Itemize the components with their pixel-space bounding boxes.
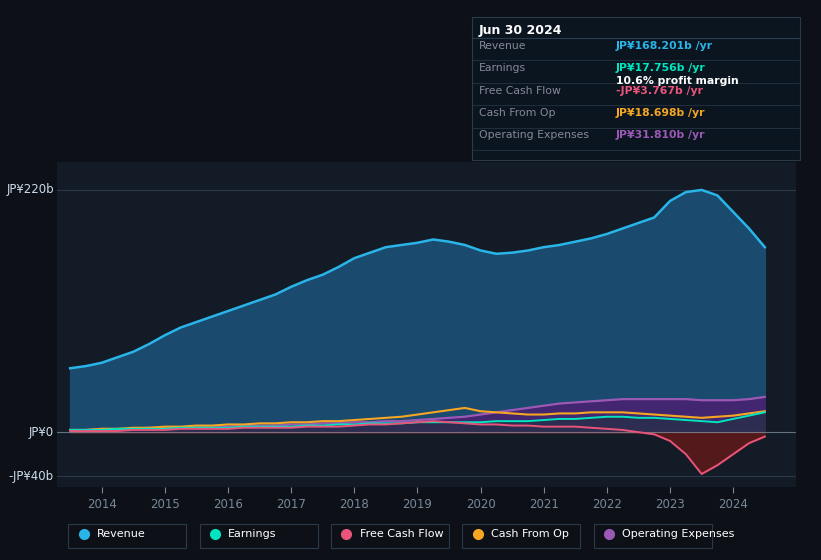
Text: Operating Expenses: Operating Expenses	[479, 130, 589, 141]
Text: Free Cash Flow: Free Cash Flow	[360, 529, 443, 539]
Text: 10.6% profit margin: 10.6% profit margin	[616, 76, 739, 86]
Text: -JP¥40b: -JP¥40b	[9, 470, 54, 483]
Text: JP¥18.698b /yr: JP¥18.698b /yr	[616, 108, 705, 118]
Text: JP¥168.201b /yr: JP¥168.201b /yr	[616, 41, 713, 51]
Text: JP¥31.810b /yr: JP¥31.810b /yr	[616, 130, 705, 141]
Text: Cash From Op: Cash From Op	[479, 108, 555, 118]
Text: -JP¥3.767b /yr: -JP¥3.767b /yr	[616, 86, 703, 96]
Text: Earnings: Earnings	[228, 529, 277, 539]
Text: Free Cash Flow: Free Cash Flow	[479, 86, 561, 96]
Text: Jun 30 2024: Jun 30 2024	[479, 24, 562, 36]
Text: Cash From Op: Cash From Op	[491, 529, 569, 539]
Text: JP¥17.756b /yr: JP¥17.756b /yr	[616, 63, 705, 73]
Text: JP¥220b: JP¥220b	[6, 184, 54, 197]
Text: Revenue: Revenue	[97, 529, 145, 539]
Text: JP¥0: JP¥0	[29, 426, 54, 438]
Text: Operating Expenses: Operating Expenses	[622, 529, 735, 539]
Text: Earnings: Earnings	[479, 63, 525, 73]
Text: Revenue: Revenue	[479, 41, 526, 51]
